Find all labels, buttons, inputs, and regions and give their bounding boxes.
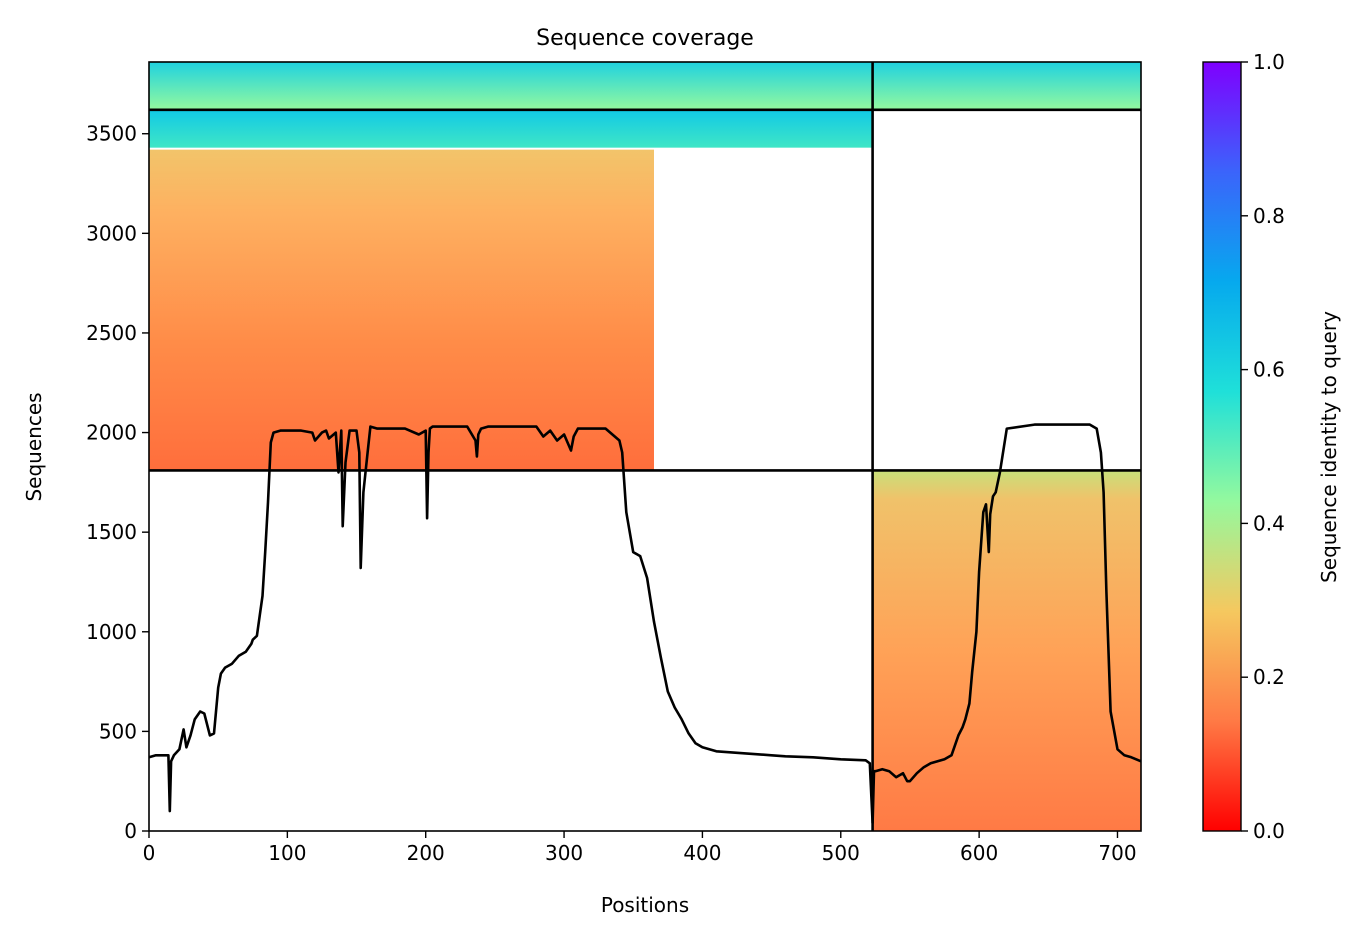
colorbar-tick-label: 0.6	[1253, 358, 1285, 382]
colorbar: 0.0 0.2 0.4 0.6 0.8 1.0 Sequence identity to …	[1202, 50, 1341, 843]
coverage-heatmap	[149, 62, 1141, 831]
x-axis: 0 100 200 300 400 500 600 700	[143, 831, 1137, 865]
colorbar-tick-label: 1.0	[1253, 50, 1285, 74]
coverage-block	[872, 470, 1141, 831]
y-tick-label: 0	[124, 819, 137, 843]
x-tick-label: 600	[960, 841, 998, 865]
y-tick-label: 3500	[86, 122, 137, 146]
x-tick-label: 700	[1098, 841, 1136, 865]
x-axis-label: Positions	[601, 893, 689, 917]
x-tick-label: 500	[822, 841, 860, 865]
x-tick-label: 400	[683, 841, 721, 865]
y-tick-label: 1500	[86, 520, 137, 544]
axes-frame	[148, 61, 1142, 832]
x-tick-label: 300	[545, 841, 583, 865]
x-tick-label: 100	[268, 841, 306, 865]
y-tick-label: 3000	[86, 221, 137, 245]
colorbar-gradient	[1202, 61, 1242, 832]
x-tick-label: 200	[407, 841, 445, 865]
y-tick-label: 500	[99, 719, 137, 743]
x-tick-label: 0	[143, 841, 156, 865]
colorbar-label: Sequence identity to query	[1317, 311, 1341, 583]
y-tick-label: 1000	[86, 620, 137, 644]
colorbar-tick-label: 0.2	[1253, 665, 1285, 689]
divider-lines	[149, 62, 1141, 831]
chart-title: Sequence coverage	[536, 26, 754, 51]
coverage-block	[149, 109, 873, 148]
coverage-block	[149, 149, 654, 471]
y-tick-label: 2500	[86, 321, 137, 345]
y-tick-label: 2000	[86, 421, 137, 445]
coverage-block	[149, 62, 873, 110]
y-axis: 0 500 1000 1500 2000 2500 3000 3500	[86, 122, 149, 843]
coverage-line	[148, 423, 1142, 825]
y-axis-label: Sequences	[22, 392, 46, 501]
colorbar-tick-label: 0.0	[1253, 819, 1285, 843]
coverage-block	[872, 62, 1141, 110]
colorbar-ticks: 0.0 0.2 0.4 0.6 0.8 1.0	[1241, 50, 1285, 843]
plot-area	[148, 61, 1142, 832]
colorbar-tick-label: 0.4	[1253, 511, 1285, 535]
colorbar-tick-label: 0.8	[1253, 204, 1285, 228]
